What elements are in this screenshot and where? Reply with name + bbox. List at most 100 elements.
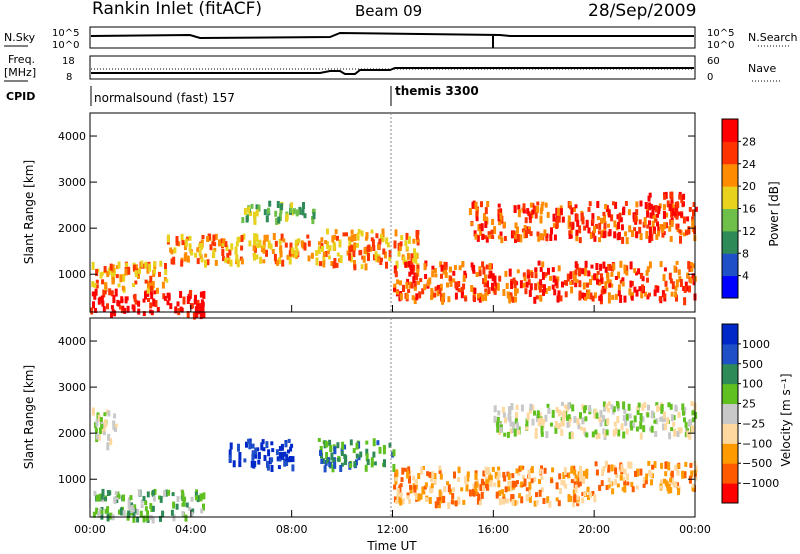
power-echo-cell [101, 300, 105, 307]
power-echo-cell [412, 238, 416, 244]
power-echo-cell [127, 266, 131, 275]
power-echo-cell [635, 289, 639, 297]
power-colorbar-swatch [722, 163, 738, 187]
power-echo-cell [691, 216, 695, 222]
power-echo-cell [654, 285, 658, 290]
velocity-echo-cell [464, 481, 468, 485]
power-echo-cell [288, 252, 292, 257]
velocity-echo-cell [365, 440, 369, 445]
power-echo-cell [318, 241, 321, 246]
velocity-echo-cell [270, 441, 274, 446]
velocity-echo-cell [669, 477, 673, 483]
power-echo-cell [320, 237, 324, 243]
power-echo-cell [474, 201, 478, 210]
velocity-echo-cell [100, 493, 104, 500]
velocity-echo-cell [283, 451, 287, 457]
power-colorbar-tick-label: 4 [742, 270, 749, 283]
velocity-echo-cell [535, 500, 539, 505]
power-echo-cell [440, 264, 444, 272]
velocity-echo-cell [127, 510, 131, 518]
velocity-echo-cell [270, 465, 274, 472]
power-echo-cell [271, 249, 275, 254]
power-echo-cell [333, 258, 337, 264]
power-echo-cell [621, 281, 625, 287]
power-echo-cell [262, 259, 266, 264]
nsky-tick-bottom: 10^0 [52, 40, 79, 51]
velocity-echo-cell [92, 511, 96, 518]
velocity-y-tick-label: 2000 [58, 427, 86, 440]
velocity-echo-cell [451, 493, 455, 499]
power-echo-cell [431, 265, 435, 270]
power-echo-cell [144, 261, 148, 269]
power-echo-cell [153, 261, 156, 267]
velocity-echo-cell [344, 455, 348, 463]
power-echo-cell [306, 234, 310, 239]
power-echo-cell [677, 211, 681, 216]
power-echo-cell [289, 242, 293, 251]
power-echo-cell [556, 207, 560, 216]
velocity-echo-cell [343, 458, 347, 465]
power-y-tick-label: 4000 [58, 130, 86, 143]
velocity-echo-cell [343, 444, 347, 450]
power-echo-cell [638, 219, 642, 225]
velocity-echo-cell [528, 489, 531, 498]
power-echo-cell [623, 264, 627, 271]
velocity-echo-cell [670, 470, 674, 478]
velocity-echo-cell [607, 484, 611, 489]
velocity-echo-cell [623, 484, 627, 493]
power-echo-cell [668, 225, 672, 232]
power-echo-cell [408, 271, 412, 277]
power-echo-cell [659, 223, 663, 230]
power-echo-cell [405, 293, 409, 300]
velocity-echo-cell [617, 429, 621, 437]
velocity-echo-cell [540, 417, 543, 424]
power-echo-cell [621, 236, 625, 244]
velocity-echo-cell [104, 508, 108, 514]
velocity-echo-cell [370, 457, 374, 466]
power-echo-cell [396, 279, 400, 285]
power-echo-cell [138, 268, 141, 275]
power-echo-cell [153, 290, 157, 295]
velocity-echo-cell [528, 495, 532, 503]
power-echo-cell [597, 281, 601, 286]
power-echo-cell [212, 250, 216, 259]
velocity-echo-cell [606, 418, 610, 425]
power-echo-cell [656, 285, 660, 293]
velocity-colorbar-tick-label: 1000 [742, 338, 770, 351]
power-echo-cell [443, 261, 447, 270]
velocity-echo-cell [260, 442, 264, 451]
power-echo-cell [637, 268, 641, 275]
power-echo-cell [651, 212, 655, 219]
velocity-echo-cell [251, 450, 255, 456]
velocity-echo-cell [537, 418, 541, 427]
power-echo-cell [664, 191, 668, 199]
power-echo-cell [253, 211, 256, 219]
power-echo-cell [213, 242, 217, 247]
velocity-echo-cell [289, 446, 293, 452]
power-echo-cell [635, 201, 639, 208]
power-echo-cell [330, 261, 334, 266]
power-echo-cell [543, 229, 547, 237]
velocity-echo-cell [647, 460, 651, 466]
power-echo-cell [531, 209, 535, 215]
velocity-echo-cell [497, 410, 501, 416]
power-echo-cell [95, 269, 99, 276]
velocity-echo-cell [510, 484, 514, 492]
power-echo-cell [645, 230, 649, 239]
power-echo-cell [658, 296, 662, 302]
power-echo-cell [235, 241, 239, 247]
power-echo-cell [582, 282, 586, 290]
velocity-echo-cell [283, 458, 287, 467]
power-echo-cell [581, 292, 585, 299]
velocity-colorbar-frame [721, 323, 739, 504]
velocity-echo-cell [623, 480, 627, 485]
velocity-echo-cell [101, 488, 105, 496]
power-echo-cell [110, 290, 114, 297]
power-echo-cell [570, 207, 574, 215]
power-echo-cell [321, 245, 324, 252]
power-echo-cell [464, 296, 468, 302]
velocity-echo-cell [516, 422, 520, 430]
